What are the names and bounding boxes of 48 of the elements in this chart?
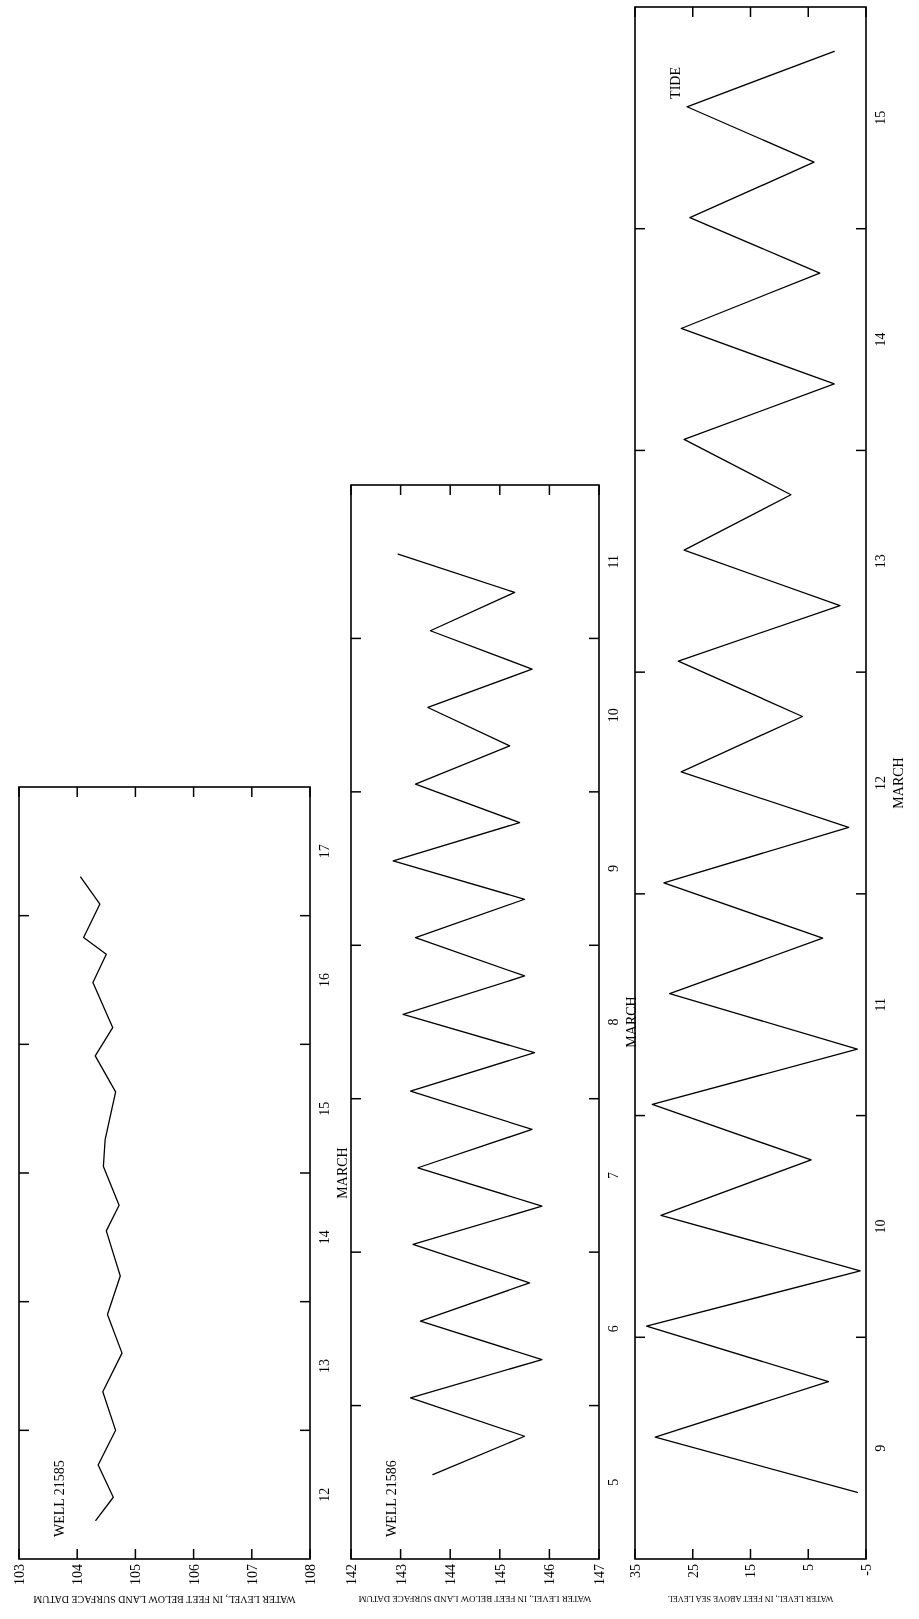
x-tick-label: 142 — [343, 1564, 359, 1585]
y-tick-label: 10 — [872, 1219, 888, 1234]
y-tick-label: 14 — [316, 1230, 332, 1245]
y-tick-label: 17 — [316, 844, 332, 859]
x-tick-label: 105 — [128, 1564, 144, 1585]
y-tick-label: 16 — [316, 973, 332, 987]
x-tick-label: 103 — [11, 1564, 27, 1585]
x-tick-label: 143 — [393, 1564, 409, 1585]
y-tick-label: 11 — [605, 554, 621, 569]
y-tick-label: 6 — [605, 1325, 621, 1333]
y-tick-label: 5 — [605, 1478, 621, 1486]
text: WELL 21586 — [383, 1460, 399, 1537]
y-tick-label: 12 — [316, 1487, 332, 1502]
y-tick-label: 12 — [872, 776, 888, 790]
y-tick-label: 11 — [872, 997, 888, 1012]
x-tick-label: 144 — [443, 1564, 459, 1585]
x-axis-title: WATER LEVEL, IN FEET ABOVE SEA LEVEL — [667, 1594, 834, 1604]
x-axis-title: WATER LEVEL, IN FEET BELOW LAND SURFACE DATUM — [358, 1593, 592, 1604]
x-tick-label: 106 — [186, 1564, 202, 1585]
text: WELL 21585 — [51, 1460, 67, 1537]
x-tick-label: 145 — [492, 1564, 508, 1585]
x-tick-label: 108 — [302, 1564, 318, 1585]
x-tick-label: -5 — [858, 1564, 874, 1576]
y-tick-label: 7 — [605, 1171, 621, 1179]
y-axis-title: MARCH — [334, 1147, 350, 1199]
y-tick-label: 8 — [605, 1018, 621, 1026]
y-tick-label: 13 — [872, 554, 888, 569]
y-tick-label: 15 — [316, 1101, 332, 1116]
y-tick-label: 9 — [872, 1444, 888, 1452]
line-series — [645, 50, 861, 1494]
x-tick-label: 146 — [542, 1564, 558, 1585]
y-tick-label: 15 — [872, 110, 888, 125]
y-tick-label: 14 — [872, 332, 888, 347]
line-series — [80, 876, 123, 1522]
x-tick-label: 15 — [743, 1564, 759, 1578]
y-tick-label: 13 — [316, 1359, 332, 1373]
x-tick-label: 104 — [70, 1564, 86, 1585]
x-axis-title: WATER LEVEL, IN FEET BELOW LAND SURFACE DATUM — [33, 1593, 296, 1605]
text: TIDE — [667, 67, 683, 99]
x-tick-label: 147 — [591, 1564, 607, 1585]
x-tick-label: 35 — [627, 1564, 643, 1578]
y-tick-label: 10 — [605, 708, 621, 723]
x-tick-label: 5 — [801, 1564, 817, 1571]
y-tick-label: 9 — [605, 865, 621, 873]
y-axis-title: MARCH — [623, 996, 639, 1048]
y-axis-title: MARCH — [890, 757, 906, 809]
x-tick-label: 25 — [685, 1564, 701, 1578]
x-tick-label: 107 — [244, 1564, 260, 1585]
